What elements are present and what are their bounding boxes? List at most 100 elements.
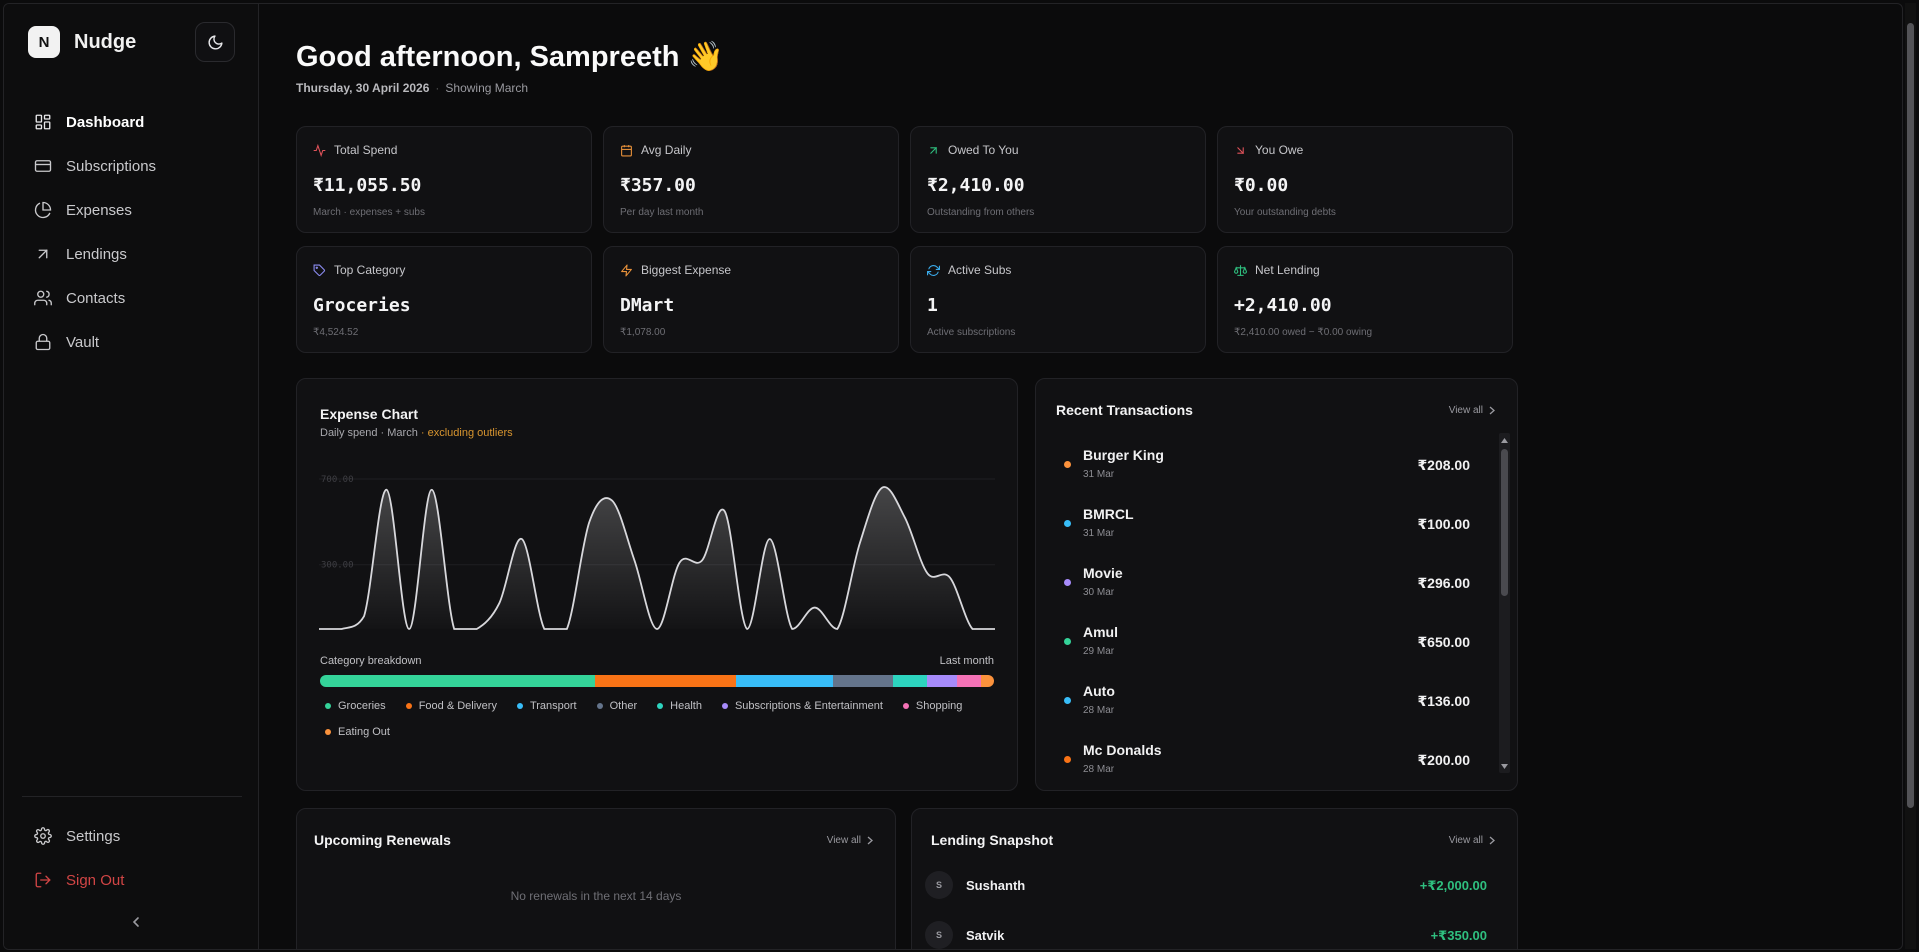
category-segment[interactable]: [594, 675, 736, 687]
legend-label: Other: [609, 700, 638, 712]
category-segment[interactable]: [980, 675, 994, 687]
nav-item-contacts[interactable]: Contacts: [24, 276, 239, 320]
renewals-view-all-link[interactable]: View all: [827, 835, 873, 846]
transaction-amount: ₹208.00: [1417, 457, 1470, 473]
category-segment[interactable]: [320, 675, 595, 687]
transaction-row[interactable]: Amul 29 Mar ₹650.00: [1054, 614, 1484, 673]
stat-sub: Your outstanding debts: [1234, 207, 1336, 218]
logout-icon: [35, 872, 51, 888]
stat-sub: Active subscriptions: [927, 327, 1016, 338]
chart-area: [319, 486, 995, 629]
transactions-title: Recent Transactions: [1056, 402, 1193, 418]
category-segment[interactable]: [893, 675, 927, 687]
transaction-date: 30 Mar: [1083, 587, 1115, 598]
lending-amount: +₹2,000.00: [1419, 878, 1487, 893]
nav-item-settings[interactable]: Settings: [24, 814, 239, 858]
daily-spend-chart[interactable]: 700.00 300.00: [319, 467, 995, 637]
arrow-up-right-icon: [38, 249, 48, 259]
recent-transactions-card: Recent Transactions View all Burger King…: [1035, 378, 1518, 791]
dashboard-icon: [35, 114, 51, 130]
legend-dot: [596, 703, 603, 709]
stat-value: ₹0.00: [1234, 175, 1289, 196]
stat-card-you-owe: You Owe ₹0.00 Your outstanding debts: [1217, 126, 1513, 233]
transaction-date: 28 Mar: [1083, 705, 1115, 716]
collapse-sidebar-button[interactable]: [128, 914, 144, 930]
stat-card-owed-to-you: Owed To You ₹2,410.00 Outstanding from o…: [910, 126, 1206, 233]
transactions-view-all-link[interactable]: View all: [1449, 405, 1495, 416]
calendar-icon: [621, 144, 632, 156]
category-segment[interactable]: [957, 675, 981, 687]
transactions-list: Burger King 31 Mar ₹208.00 BMRCL 31 Mar ₹100.…: [1054, 437, 1484, 791]
nav-item-expenses[interactable]: Expenses: [24, 188, 239, 232]
category-legend: Groceries Food & Delivery Transport Other He…: [325, 700, 1005, 738]
legend-dot: [325, 703, 331, 709]
brand[interactable]: N Nudge: [28, 26, 136, 58]
category-dot: [1064, 756, 1071, 763]
separator: ·: [435, 81, 440, 95]
page-scroll-thumb[interactable]: [1907, 23, 1914, 808]
chevron-left-icon: [132, 917, 139, 927]
category-segment[interactable]: [735, 675, 834, 687]
stat-head: Owed To You: [927, 143, 1019, 157]
lock-icon: [35, 333, 51, 351]
stat-label: Top Category: [334, 263, 406, 277]
nav-item-vault[interactable]: Vault: [24, 320, 239, 364]
category-segment[interactable]: [926, 675, 958, 687]
stat-label: Owed To You: [948, 143, 1019, 157]
transaction-row[interactable]: Auto 28 Mar ₹136.00: [1054, 673, 1484, 732]
transaction-row[interactable]: Mc Donalds 28 Mar ₹200.00: [1054, 732, 1484, 791]
legend-label: Food & Delivery: [418, 700, 497, 712]
nav-label: Settings: [66, 827, 121, 845]
expense-chart-card: Expense Chart Daily spend · March · excl…: [296, 378, 1018, 791]
transaction-row[interactable]: Movie 30 Mar ₹296.00: [1054, 555, 1484, 614]
legend-item: Groceries: [325, 700, 386, 712]
nav-item-dashboard[interactable]: Dashboard: [24, 100, 239, 144]
sidebar-divider: [22, 796, 242, 797]
category-segment[interactable]: [833, 675, 894, 687]
card-icon: [34, 160, 52, 172]
view-all-label: View all: [1448, 405, 1483, 416]
stat-head: Net Lending: [1234, 263, 1320, 277]
activity-icon: [313, 143, 326, 157]
nav-item-sign-out[interactable]: Sign Out: [24, 858, 239, 902]
scroll-thumb[interactable]: [1501, 449, 1508, 596]
legend-dot: [657, 703, 664, 709]
renewals-title: Upcoming Renewals: [314, 832, 451, 848]
chart-line: [319, 486, 995, 630]
stat-value: Groceries: [313, 295, 411, 316]
lending-view-all-link[interactable]: View all: [1449, 835, 1495, 846]
lending-row[interactable]: S Satvik +₹350.00: [925, 915, 1505, 949]
nav-label: Dashboard: [66, 113, 145, 131]
nav-item-lendings[interactable]: Lendings: [24, 232, 239, 276]
page-scrollbar[interactable]: [1905, 3, 1916, 949]
users-icon: [34, 290, 52, 306]
category-dot: [1064, 638, 1071, 645]
transaction-row[interactable]: Burger King 31 Mar ₹208.00: [1054, 437, 1484, 496]
category-breakdown-bar[interactable]: [320, 675, 994, 687]
nav-item-subscriptions[interactable]: Subscriptions: [24, 144, 239, 188]
chart-subtitle: Daily spend · March · excluding outliers: [320, 427, 513, 439]
app-window: N Nudge Dashboard Subscriptions Expenses…: [3, 3, 1903, 950]
stat-card-active-subs: Active Subs 1 Active subscriptions: [910, 246, 1206, 353]
scroll-down-arrow[interactable]: [1500, 761, 1509, 771]
moon-icon: [208, 34, 223, 49]
transaction-row[interactable]: BMRCL 31 Mar ₹100.00: [1054, 496, 1484, 555]
transactions-scrollbar[interactable]: [1499, 433, 1510, 773]
renewals-empty-message: No renewals in the next 14 days: [510, 889, 682, 903]
nav-label: Lendings: [66, 245, 127, 263]
legend-item: Eating Out: [325, 726, 390, 738]
theme-toggle-button[interactable]: [195, 22, 235, 62]
stat-label: Active Subs: [948, 263, 1012, 277]
triangle-up-icon: [1501, 437, 1508, 443]
category-dot: [1064, 520, 1071, 527]
gear-icon: [34, 827, 52, 845]
lending-row[interactable]: S Sushanth +₹2,000.00: [925, 865, 1505, 905]
transaction-amount: ₹100.00: [1417, 516, 1470, 532]
scroll-up-arrow[interactable]: [1500, 435, 1509, 445]
stat-card-net-lending: Net Lending +2,410.00 ₹2,410.00 owed − ₹…: [1217, 246, 1513, 353]
legend-item: Shopping: [902, 700, 962, 712]
pie-icon: [34, 201, 52, 219]
transaction-date: 31 Mar: [1083, 528, 1115, 539]
legend-dot: [902, 703, 909, 709]
transaction-date: 29 Mar: [1083, 646, 1115, 657]
